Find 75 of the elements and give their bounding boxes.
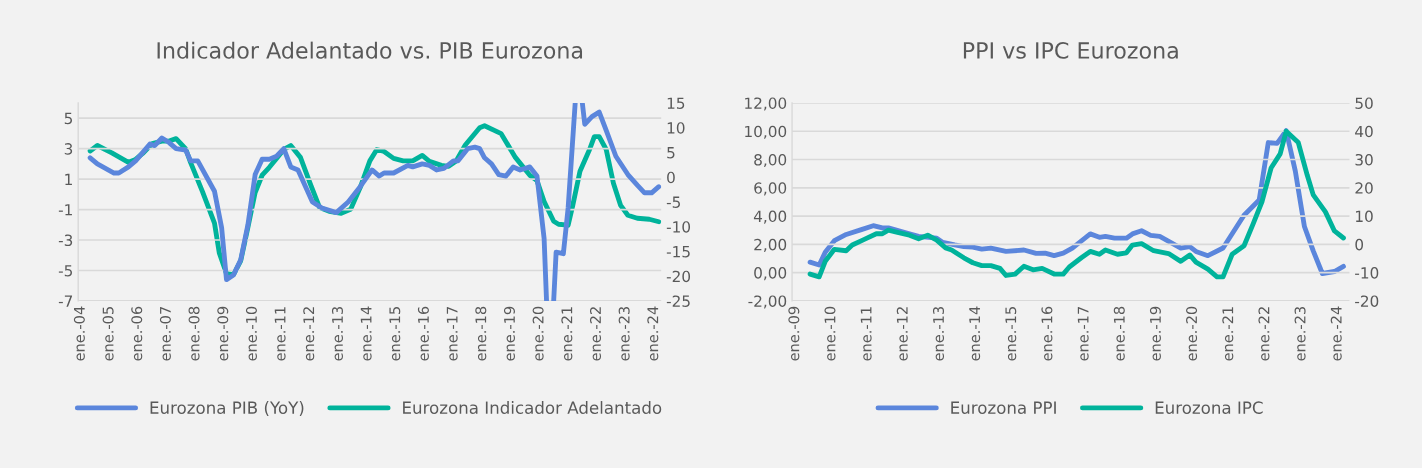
- y2-tick-label: 0: [1355, 238, 1364, 251]
- y-tick-label: 6,00: [754, 182, 787, 196]
- x-tick-label: ene.-20: [532, 306, 544, 361]
- x-tick-label: ene.-20: [1186, 306, 1198, 361]
- x-tick-label: ene.-19: [503, 306, 515, 361]
- x-tick-label: ene.-22: [589, 307, 602, 361]
- x-tick-label: ene.-08: [188, 306, 200, 361]
- y2-tick-label: 30: [1355, 153, 1373, 166]
- y2-tick-label: -25: [666, 295, 690, 307]
- x-tick-label: ene.-10: [245, 306, 257, 361]
- y2-tick-label: -5: [666, 196, 680, 208]
- x-tick-label: ene.-24: [647, 306, 659, 361]
- x-tick-label: ene.-21: [1222, 307, 1234, 361]
- x-tick-label: ene.-18: [1113, 306, 1125, 361]
- legend-label: Eurozona PIB (YoY): [150, 401, 304, 416]
- y2-tick-label: -10: [666, 221, 691, 233]
- x-tick-label: ene.-23: [1294, 306, 1306, 361]
- legend-label: Eurozona PPI: [951, 401, 1056, 414]
- x-tick-label: ene.-17: [446, 307, 458, 361]
- y2-tick-label: 40: [1355, 125, 1373, 138]
- legend-label: Eurozona IPC: [1155, 401, 1263, 414]
- y-tick-label: 2,00: [754, 238, 787, 252]
- y2-tick-label: -20: [1355, 295, 1379, 307]
- x-tick-label: ene.-17: [1077, 307, 1089, 361]
- chart-title: Indicador Adelantado vs. PIB Eurozona: [157, 41, 583, 59]
- y-tick-label: 1: [65, 173, 72, 185]
- x-tick-label: ene.-07: [159, 307, 171, 361]
- chart-title: PPI vs IPC Eurozona: [963, 42, 1178, 59]
- x-tick-label: ene.-11: [274, 307, 286, 361]
- y2-tick-label: 10: [1356, 210, 1373, 223]
- x-tick-label: ene.-10: [824, 306, 836, 361]
- x-tick-label: ene.-11: [860, 307, 872, 361]
- x-tick-label: ene.-09: [788, 306, 800, 361]
- x-tick-label: ene.-19: [1149, 306, 1161, 361]
- y-tick-label: 10,00: [745, 125, 787, 139]
- y-tick-label: 3: [64, 143, 73, 155]
- x-tick-label: ene.-06: [131, 306, 143, 361]
- y-tick-label: -2,00: [748, 295, 787, 309]
- y-tick-label: -7: [58, 295, 73, 307]
- x-tick-label: ene.-09: [217, 306, 229, 361]
- x-tick-label: ene.-22: [1258, 307, 1270, 361]
- y-tick-label: 0,00: [754, 267, 787, 281]
- x-tick-label: ene.-16: [1041, 306, 1053, 361]
- y-tick-label: 8,00: [754, 153, 787, 168]
- x-tick-label: ene.-18: [475, 306, 487, 361]
- y-tick-label: 4,00: [753, 210, 787, 224]
- y2-tick-label: -20: [666, 270, 691, 283]
- x-tick-label: ene.-05: [102, 307, 114, 361]
- y-tick-label: -1: [58, 204, 72, 216]
- x-tick-label: ene.-14: [969, 306, 981, 361]
- x-tick-label: ene.-14: [360, 306, 372, 361]
- x-tick-label: ene.-15: [389, 307, 401, 361]
- x-tick-label: ene.-21: [561, 307, 573, 361]
- x-tick-label: ene.-24: [1330, 306, 1342, 361]
- y2-tick-label: -15: [666, 246, 690, 258]
- y2-tick-label: 5: [667, 147, 675, 159]
- x-tick-label: ene.-13: [932, 306, 945, 361]
- x-tick-label: ene.-16: [417, 306, 429, 361]
- x-tick-label: ene.-12: [303, 307, 315, 361]
- x-tick-label: ene.-04: [73, 306, 85, 361]
- y2-tick-label: 10: [667, 122, 685, 134]
- y-tick-label: 12,00: [745, 97, 787, 111]
- y2-tick-label: 0: [667, 171, 675, 184]
- y2-tick-label: 15: [667, 97, 685, 109]
- y-tick-label: 5: [64, 112, 73, 125]
- legend-label: Eurozona Indicador Adelantado: [403, 401, 662, 414]
- x-tick-label: ene.-12: [896, 307, 908, 361]
- y-tick-label: -5: [58, 265, 73, 277]
- y2-tick-label: 50: [1355, 97, 1373, 109]
- x-tick-label: ene.-13: [331, 306, 343, 361]
- y2-tick-label: 20: [1355, 182, 1373, 194]
- x-tick-label: ene.-15: [1005, 307, 1017, 361]
- y2-tick-label: -10: [1355, 267, 1379, 279]
- y-tick-label: -3: [58, 234, 73, 247]
- x-tick-label: ene.-23: [618, 306, 630, 361]
